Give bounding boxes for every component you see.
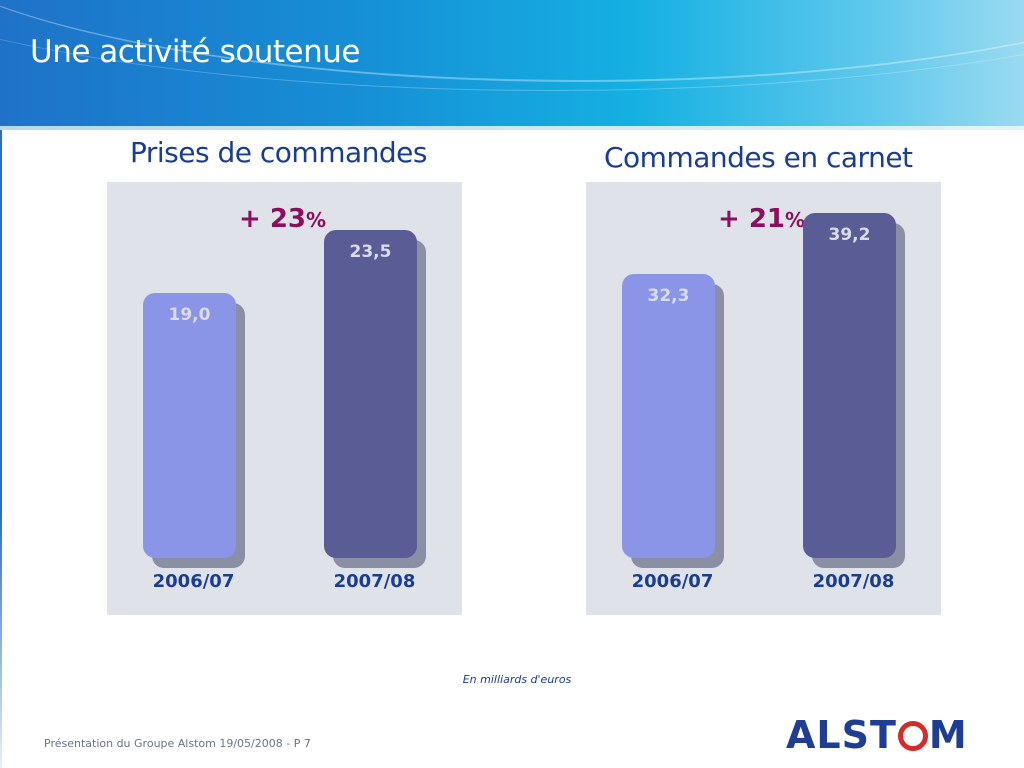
bar-2006-07: 32,3	[622, 274, 715, 558]
growth-value: + 21	[718, 204, 786, 234]
bar-2007-08: 39,2	[803, 213, 896, 558]
chart-panel-commandes-en-carnet: + 21% 32,3 2006/07 39,2 2007/08	[586, 182, 941, 615]
header-swoosh-secondary	[0, 0, 1024, 91]
bar-value-label: 23,5	[349, 242, 392, 262]
header-rule	[0, 126, 1024, 130]
page-title: Une activité soutenue	[30, 34, 360, 70]
left-edge-line	[0, 130, 2, 768]
bar-2007-08: 23,5	[324, 230, 417, 558]
category-label: 2006/07	[152, 571, 235, 592]
category-label: 2006/07	[631, 571, 714, 592]
chart-panel-prises-de-commandes: + 23% 19,0 2006/07 23,5 2007/08	[107, 182, 462, 615]
bar-2006-07: 19,0	[143, 293, 236, 558]
category-label: 2007/08	[333, 571, 416, 592]
growth-label: + 21%	[718, 204, 805, 234]
chart-title-prises-de-commandes: Prises de commandes	[130, 136, 427, 169]
growth-label: + 23%	[239, 204, 326, 234]
bar-value-label: 32,3	[647, 286, 690, 306]
growth-unit: %	[785, 208, 806, 232]
bar-value-label: 19,0	[168, 305, 211, 325]
chart-title-commandes-en-carnet: Commandes en carnet	[604, 141, 913, 174]
logo-ring	[897, 721, 928, 751]
category-label: 2007/08	[812, 571, 895, 592]
growth-value: + 23	[239, 204, 307, 234]
logo-letter-m: M	[928, 713, 968, 757]
logo-letters: ALST	[786, 713, 897, 757]
growth-unit: %	[306, 208, 327, 232]
unit-note: En milliards d'euros	[462, 673, 572, 686]
slide-header: Une activité soutenue	[0, 0, 1024, 126]
footer-text: Présentation du Groupe Alstom 19/05/2008…	[44, 737, 311, 750]
bar-value-label: 39,2	[828, 225, 871, 245]
alstom-logo: ALST M	[786, 713, 976, 763]
